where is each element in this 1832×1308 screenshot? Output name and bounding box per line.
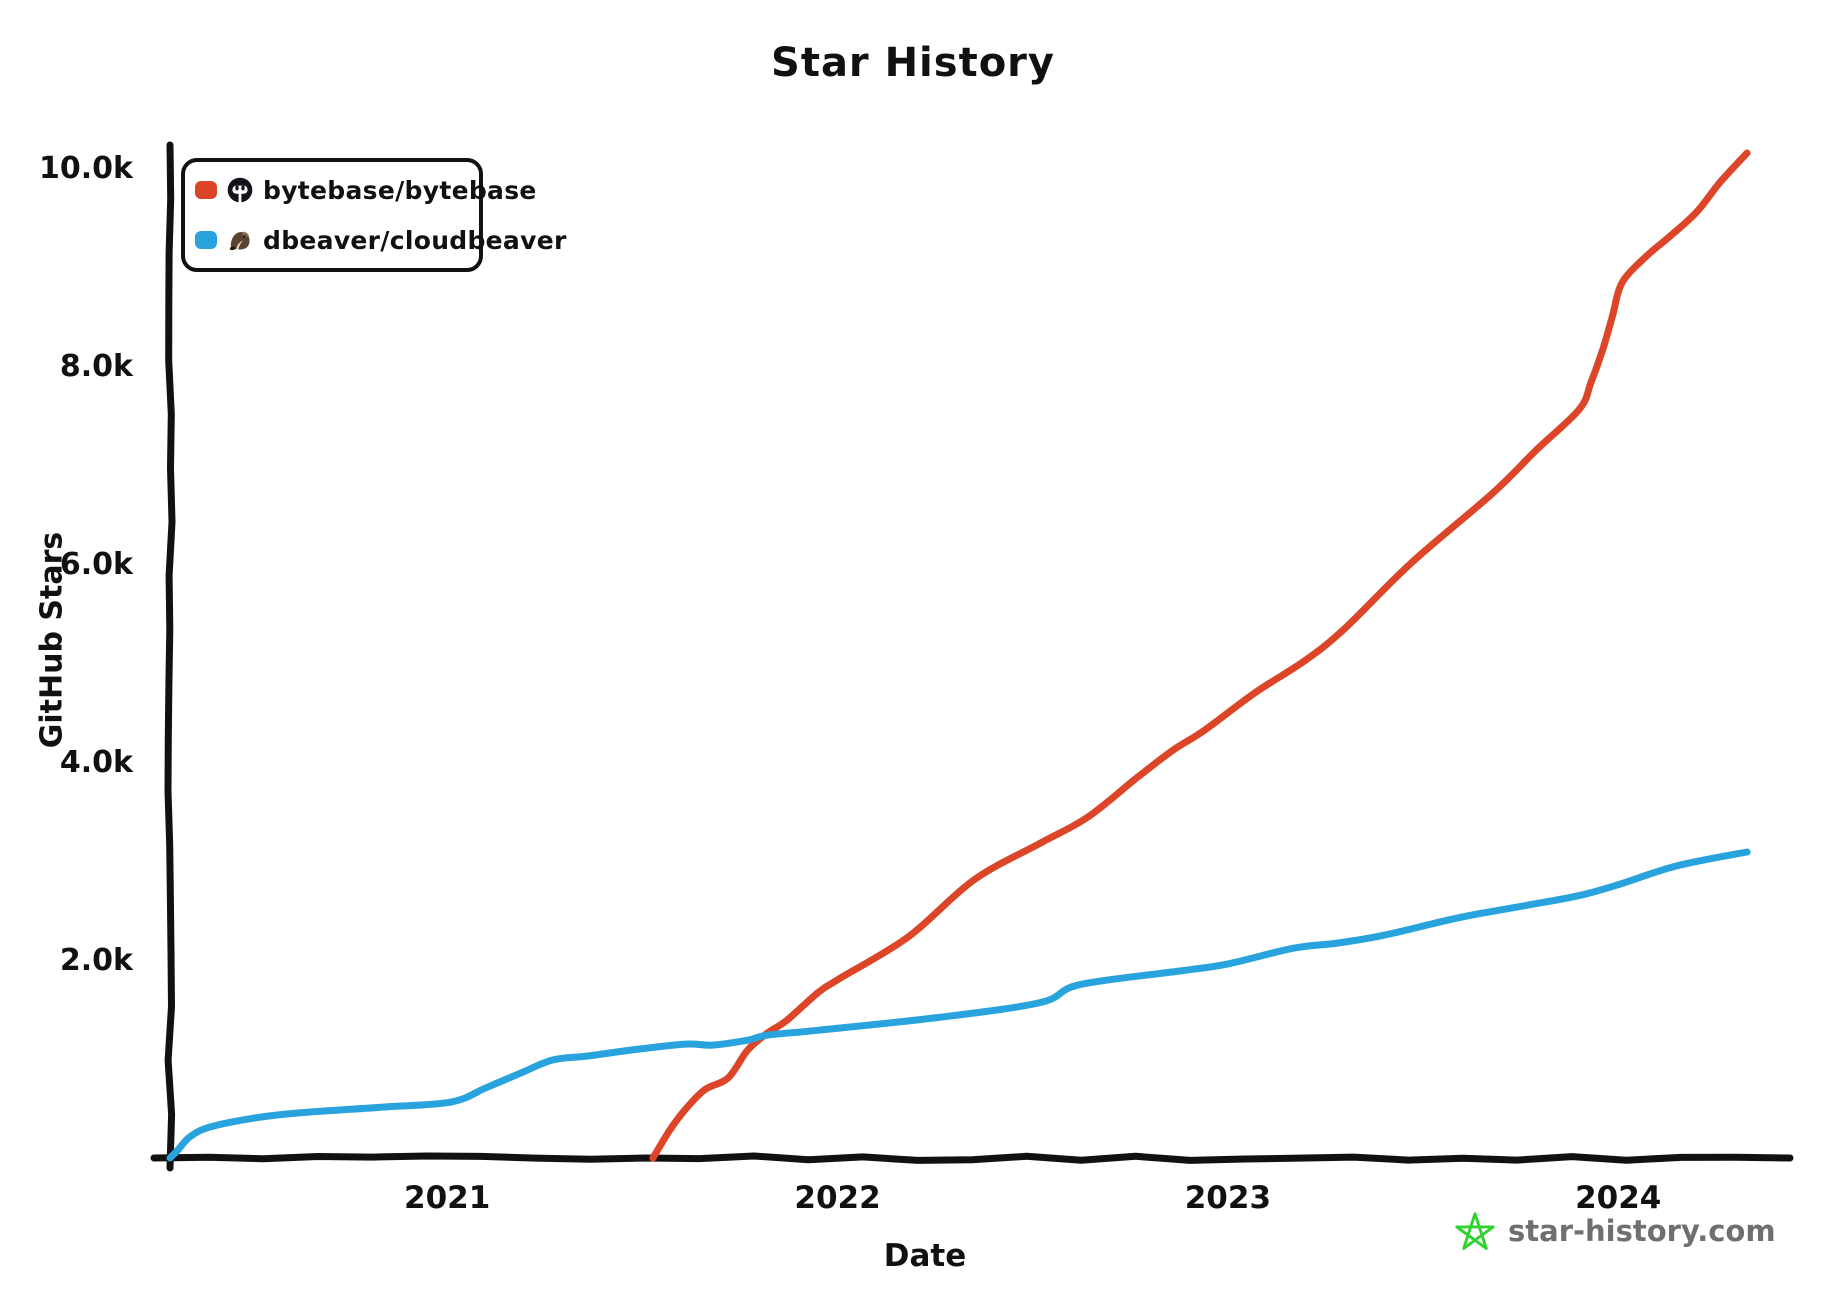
series-line-bytebase-bytebase: [649, 149, 1751, 1162]
y-tick-label: 4.0k: [60, 745, 134, 780]
series-swatch-bytebase: [195, 181, 217, 199]
chart-title: Star History: [771, 40, 1055, 86]
dbeaver-beaver-avatar-icon: [229, 231, 250, 251]
legend-label-bytebase: bytebase/bytebase: [263, 175, 537, 205]
green-star-path: [1455, 1212, 1495, 1250]
y-axis-title: GitHub Stars: [34, 531, 70, 749]
x-axis-line: [150, 1152, 1794, 1164]
legend-item-cloudbeaver: dbeaver/cloudbeaver: [195, 217, 566, 263]
y-tick-label: 6.0k: [60, 547, 134, 582]
bytebase-avatar-icon: [227, 177, 253, 203]
series-line-dbeaver-cloudbeaver: [166, 848, 1751, 1162]
legend-label-cloudbeaver: dbeaver/cloudbeaver: [263, 225, 567, 255]
y-tick-label: 2.0k: [60, 943, 134, 978]
green-star-icon: [1455, 1212, 1495, 1250]
legend-item-bytebase: bytebase/bytebase: [195, 167, 536, 213]
star-history-watermark[interactable]: star-history.com: [1452, 1208, 1776, 1254]
series-swatch-cloudbeaver: [195, 231, 217, 249]
y-axis-line: [164, 141, 176, 1172]
x-tick-label: 2021: [404, 1180, 490, 1216]
x-axis-title: Date: [883, 1238, 967, 1274]
x-tick-label: 2023: [1185, 1180, 1271, 1216]
x-tick-label: 2022: [794, 1180, 880, 1216]
watermark-text: star-history.com: [1508, 1214, 1776, 1248]
legend: bytebase/bytebase dbeaver/cloudbeaver: [181, 158, 566, 272]
x-tick-label: 2024: [1575, 1180, 1661, 1216]
y-tick-label: 10.0k: [39, 151, 134, 186]
y-tick-label: 8.0k: [60, 349, 134, 384]
